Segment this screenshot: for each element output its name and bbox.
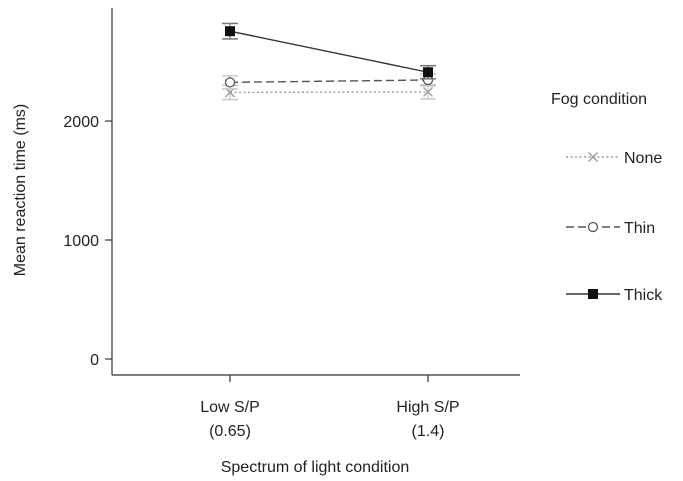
series-thick [222, 22, 436, 80]
legend-label: Thin [624, 220, 655, 237]
legend-marker [587, 221, 599, 233]
data-point [423, 86, 433, 97]
data-point [423, 67, 433, 78]
legend-item-thin: Thin [566, 220, 655, 237]
series-layer [222, 22, 436, 101]
legend-item-none: None [566, 150, 662, 167]
y-axis-label: Mean reaction time (ms) [12, 104, 29, 277]
x-axis-label: Spectrum of light condition [221, 459, 410, 476]
data-point [225, 26, 235, 37]
y-tick-label: 2000 [63, 114, 99, 131]
legend-item-thick: Thick [566, 287, 663, 304]
y-tick-label: 0 [90, 352, 99, 369]
series-none [222, 83, 436, 101]
x-axis-ticks: Low S/P (0.65) High S/P (1.4) [200, 375, 460, 440]
y-axis-ticks: 0 1000 2000 [63, 114, 112, 369]
legend-marker [588, 289, 598, 299]
series-thin [222, 73, 436, 90]
data-point [224, 77, 236, 88]
x-tick-label: High S/P [396, 399, 459, 416]
series-line [229, 79, 429, 84]
series-line [229, 30, 429, 73]
x-tick-sublabel: (1.4) [412, 423, 445, 440]
legend: Fog condition None Thin Thick [551, 91, 663, 304]
legend-title: Fog condition [551, 91, 647, 108]
legend-marker [588, 152, 598, 162]
x-tick-sublabel: (0.65) [209, 423, 251, 440]
x-tick-label: Low S/P [200, 399, 260, 416]
legend-label: None [624, 150, 662, 167]
y-tick-label: 1000 [63, 233, 99, 250]
plot-area: 0 1000 2000 Low S/P (0.65) High S/P (1.4) [63, 8, 520, 440]
legend-label: Thick [624, 287, 663, 304]
series-line [229, 91, 429, 94]
